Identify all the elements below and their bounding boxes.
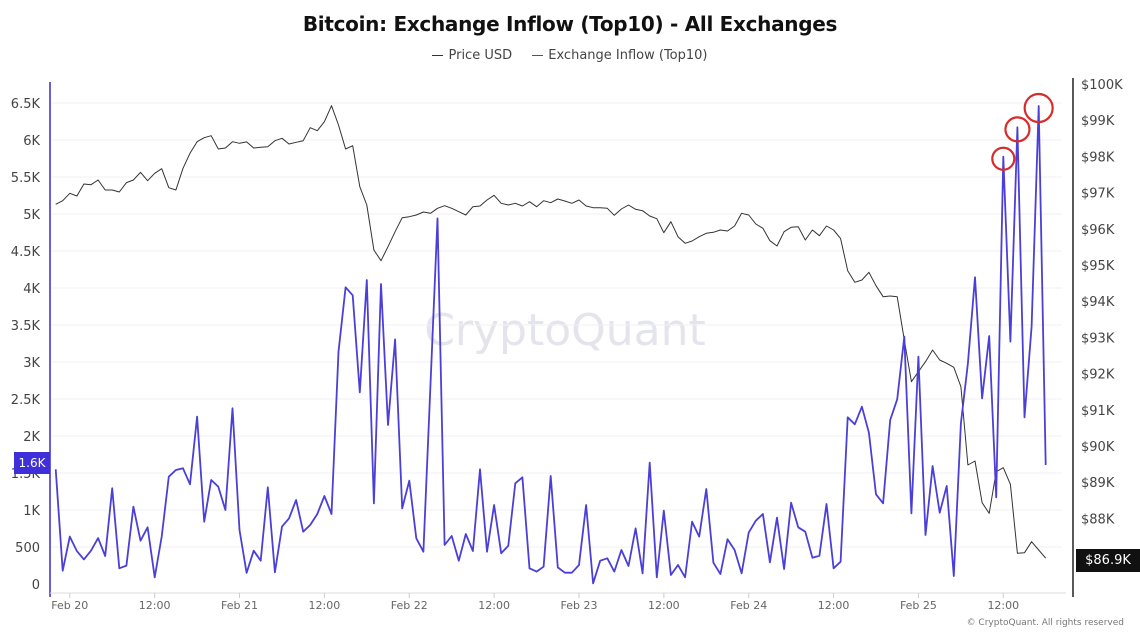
left-axis-tick-label: 3K [23,356,40,371]
watermark: CryptoQuant [424,305,706,356]
left-axis-tick-label: 500 [15,541,40,556]
x-axis-tick-label: Feb 21 [221,599,258,612]
legend-label-inflow: Exchange Inflow (Top10) [548,48,708,63]
peak-highlight-circle [991,146,1016,171]
legend-item-inflow[interactable]: Exchange Inflow (Top10) [532,48,708,63]
legend: Price USD Exchange Inflow (Top10) [0,48,1140,63]
left-axis-tick-label: 4.5K [11,245,41,260]
right-axis-tick-label: $98K [1081,150,1115,165]
x-axis-tick-label: Feb 25 [900,599,937,612]
legend-swatch-price [432,54,444,57]
x-axis-tick-label: 12:00 [139,599,171,612]
right-axis-tick-label: $97K [1081,187,1115,202]
x-axis-tick-label: Feb 22 [391,599,428,612]
x-axis-tick-label: 12:00 [818,599,850,612]
x-axis-tick-label: 12:00 [309,599,341,612]
left-axis-tick-label: 5K [23,208,40,223]
legend-label-price: Price USD [448,48,513,63]
x-axis-tick-label: 12:00 [987,599,1019,612]
left-axis-tick-label: 6K [23,134,40,149]
right-axis-tick-label: $89K [1081,476,1115,491]
right-axis-tick-label: $96K [1081,223,1115,238]
right-axis-tick-label: $90K [1081,440,1115,455]
left-axis-tick-label: 4K [23,282,40,297]
left-axis-tick-label: 6.5K [11,97,41,112]
left-axis-tick-label: 2.5K [11,393,41,408]
chart-title: Bitcoin: Exchange Inflow (Top10) - All E… [302,12,838,36]
right-axis-tick-label: $100K [1081,78,1123,93]
right-axis-tick-label: $99K [1081,114,1115,129]
left-axis-tick-label: 3.5K [11,319,41,334]
right-axis-tick-label: $95K [1081,259,1115,274]
right-axis-tick-label: $91K [1081,404,1115,419]
x-axis-tick-label: Feb 24 [730,599,767,612]
copyright-footer: © CryptoQuant. All rights reserved [966,618,1124,628]
left-axis-tick-label: 1K [23,504,40,519]
x-axis-tick-label: Feb 23 [560,599,597,612]
x-axis-tick-label: 12:00 [478,599,510,612]
legend-swatch-inflow [532,54,544,57]
right-axis-tick-label: $88K [1081,512,1115,527]
peak-highlight-circle [1023,92,1054,124]
right-axis-tick-label: $94K [1081,295,1115,310]
right-axis-tick-label: $92K [1081,368,1115,383]
right-axis-current-price: $86.9K [1076,549,1140,572]
series-line-exchange-inflow [54,105,1047,585]
x-axis-tick-label: Feb 20 [51,599,88,612]
left-axis-current-value: 1.6K [14,452,50,474]
peak-highlight-circle [1004,116,1031,143]
right-axis-tick-label: $93K [1081,331,1115,346]
left-axis-tick-label: 5.5K [11,171,41,186]
left-axis-tick-label: 2K [23,430,40,445]
legend-item-price[interactable]: Price USD [432,48,512,63]
left-axis-tick-label: 0 [32,578,40,593]
x-axis-tick-label: 12:00 [648,599,680,612]
